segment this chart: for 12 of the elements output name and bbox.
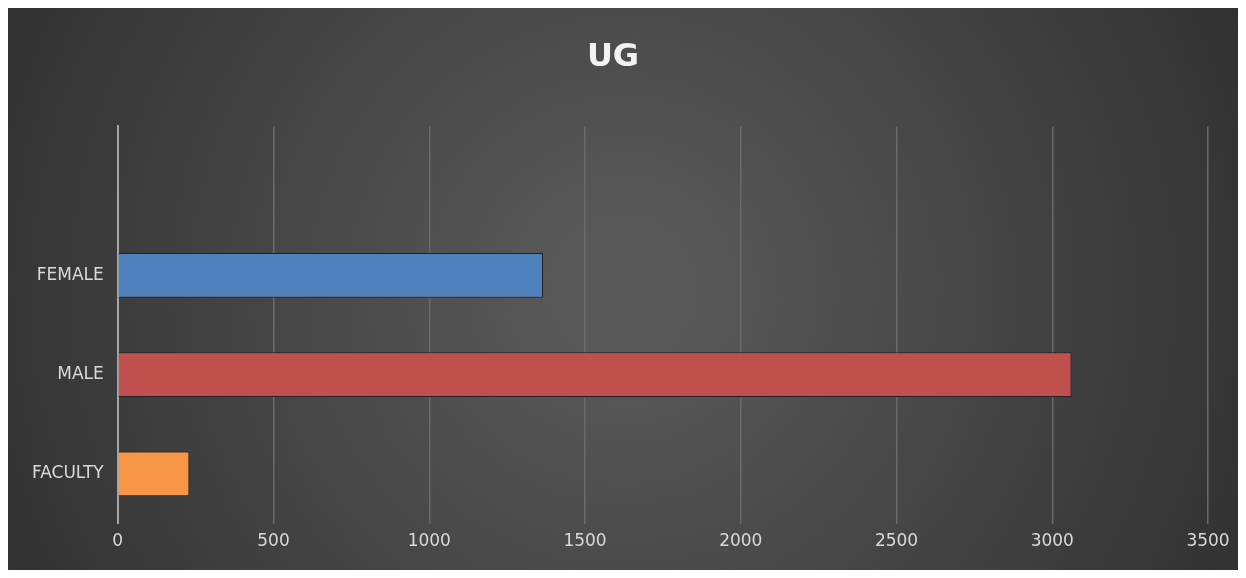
- x-tick-label: 1000: [407, 530, 451, 551]
- y-tick-label: MALE: [57, 363, 104, 384]
- x-tick-label: 3500: [1186, 530, 1230, 551]
- x-tick-label: 1500: [563, 530, 607, 551]
- x-tick-label: 2500: [874, 530, 919, 551]
- x-tick-label: 2000: [719, 530, 763, 551]
- chart-title: UG: [586, 35, 640, 74]
- y-tick-label: FEMALE: [36, 263, 104, 284]
- x-tick-label: 0: [112, 530, 124, 551]
- x-tick-label: 500: [257, 530, 290, 551]
- x-tick-label: 3000: [1030, 530, 1074, 551]
- y-tick-label: FACULTY: [31, 462, 105, 483]
